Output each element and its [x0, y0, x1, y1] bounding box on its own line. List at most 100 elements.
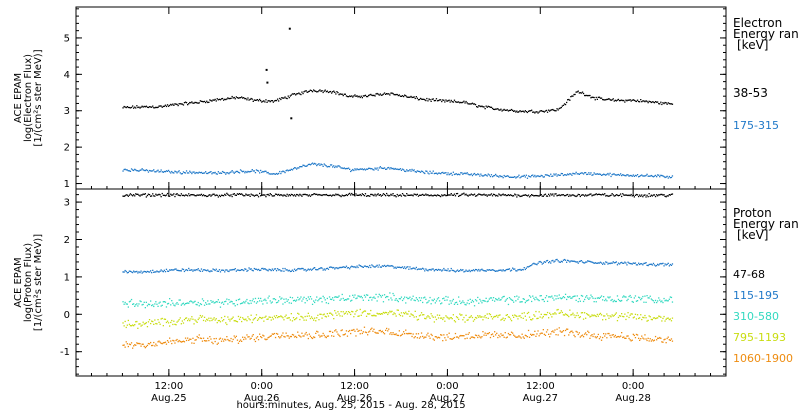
data-point	[293, 167, 296, 169]
data-point	[337, 296, 339, 298]
data-point	[399, 194, 402, 196]
data-point	[341, 167, 343, 169]
data-point	[437, 99, 440, 102]
data-point	[279, 269, 281, 271]
data-point	[325, 268, 327, 270]
data-point	[154, 195, 156, 197]
data-point	[497, 336, 499, 339]
data-point	[571, 95, 573, 97]
data-point	[553, 195, 555, 197]
data-point	[266, 338, 268, 340]
data-point	[575, 314, 577, 317]
data-point	[617, 298, 620, 301]
data-point	[191, 172, 193, 175]
data-point	[504, 270, 506, 272]
data-point	[252, 194, 254, 196]
data-point	[469, 298, 471, 300]
data-point	[510, 269, 513, 271]
data-point	[238, 298, 241, 300]
data-point	[555, 259, 557, 261]
data-point	[159, 194, 161, 196]
data-point	[277, 194, 279, 196]
data-point	[646, 339, 648, 342]
data-point	[662, 301, 664, 304]
data-point	[291, 297, 294, 299]
data-point	[599, 261, 602, 263]
data-point	[556, 309, 558, 311]
data-point	[542, 195, 544, 197]
data-point	[607, 195, 609, 197]
data-point	[335, 296, 337, 298]
data-point	[178, 194, 180, 196]
data-point	[487, 105, 489, 107]
data-point	[632, 301, 634, 303]
data-point	[438, 172, 441, 174]
data-point	[581, 172, 584, 174]
data-point	[285, 97, 287, 99]
data-point	[490, 193, 493, 195]
data-point	[412, 295, 414, 297]
data-point	[165, 306, 168, 308]
data-point	[363, 310, 366, 312]
data-point	[151, 344, 153, 347]
data-point	[479, 270, 481, 272]
data-point	[551, 316, 553, 318]
data-point	[441, 172, 443, 174]
data-point	[177, 320, 179, 322]
data-point	[660, 193, 662, 196]
data-point	[478, 105, 480, 107]
data-point	[394, 313, 396, 315]
data-point	[536, 195, 538, 197]
data-point	[515, 336, 517, 338]
data-point	[350, 95, 352, 98]
data-point	[641, 174, 643, 176]
data-point	[532, 295, 534, 297]
data-point	[420, 332, 423, 334]
data-point	[230, 171, 232, 173]
data-point	[199, 100, 201, 102]
data-point	[301, 166, 303, 168]
data-point	[148, 106, 151, 108]
data-point	[314, 90, 316, 92]
data-point	[278, 300, 280, 302]
data-point	[256, 194, 259, 196]
data-point	[123, 195, 125, 197]
data-point	[368, 195, 370, 197]
x-tick-time: 12:00	[526, 381, 555, 392]
data-point	[527, 299, 530, 301]
data-point	[285, 269, 287, 271]
data-point	[414, 310, 416, 312]
data-point	[170, 172, 172, 174]
data-point	[464, 321, 466, 323]
data-point	[316, 269, 318, 271]
x-tick-date: Aug.26	[244, 393, 279, 404]
data-point	[437, 172, 440, 174]
data-point	[326, 267, 328, 269]
data-point	[590, 97, 592, 99]
data-point	[184, 337, 187, 339]
data-point	[660, 262, 662, 265]
data-point	[570, 96, 572, 98]
data-point	[544, 110, 547, 112]
data-point	[196, 335, 198, 338]
data-point	[124, 346, 126, 348]
data-point	[432, 268, 434, 270]
data-point	[369, 167, 371, 169]
data-point	[192, 171, 194, 173]
data-point	[576, 261, 578, 263]
data-point	[382, 332, 385, 334]
data-point	[173, 320, 175, 322]
data-point	[299, 318, 301, 321]
data-point	[656, 176, 658, 178]
data-point	[210, 270, 212, 272]
data-point	[417, 300, 420, 302]
data-point	[219, 99, 222, 101]
data-point	[319, 194, 321, 196]
data-point	[488, 298, 490, 300]
data-point	[630, 340, 632, 342]
data-point	[198, 171, 200, 173]
data-point	[350, 313, 352, 316]
data-point	[221, 269, 224, 271]
data-point	[322, 269, 324, 271]
data-point	[248, 171, 250, 173]
